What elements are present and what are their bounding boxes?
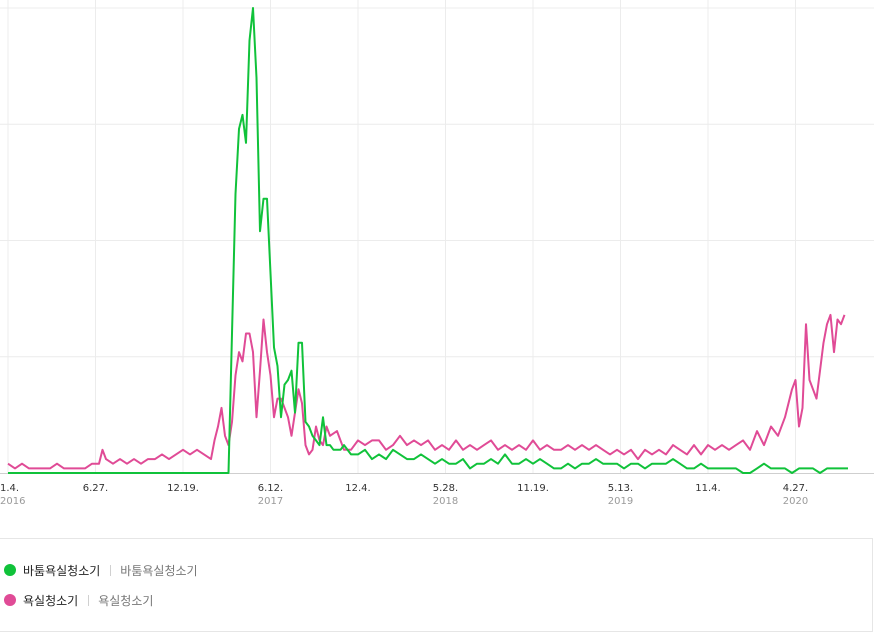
legend-dot-icon [4,564,16,576]
x-tick-label: 11.4. [695,483,720,494]
legend-series-name: 욕실청소기 [23,593,79,608]
x-axis-ticks: 1.4. 2016 6.27. 12.19. 6.12. 2017 12.4. 5.28. 20… [0,483,808,507]
legend-item-series-1[interactable]: 바툼욕실청소기 바툼욕실청소기 [4,560,198,580]
x-tick-label: 11.19. [517,483,549,494]
x-tick-year-label: 2017 [258,496,283,507]
legend-series-name: 바툼욕실청소기 [23,563,101,578]
legend-divider [88,594,90,606]
legend-series-keyword: 바툼욕실청소기 [120,563,198,578]
x-tick-label: 12.19. [167,483,199,494]
x-tick-label: 1.4. [0,483,19,494]
series-line-2[interactable] [7,313,846,470]
x-tick-year-label: 2020 [783,496,808,507]
x-tick-year-label: 2016 [0,496,25,507]
chart-legend: 바툼욕실청소기 바툼욕실청소기 욕실청소기 욕실청소기 [0,538,873,632]
chart-grid [0,0,874,474]
x-tick-label: 5.13. [608,483,633,494]
x-tick-label: 4.27. [783,483,808,494]
x-tick-label: 12.4. [345,483,370,494]
x-tick-label: 6.12. [258,483,283,494]
chart-series-layer [7,7,848,474]
x-tick-year-label: 2018 [433,496,458,507]
trend-line-chart: 1.4. 2016 6.27. 12.19. 6.12. 2017 12.4. 5.28. 20… [0,0,874,507]
x-tick-year-label: 2019 [608,496,633,507]
legend-divider [110,564,112,576]
x-tick-label: 5.28. [433,483,458,494]
legend-item-series-2[interactable]: 욕실청소기 욕실청소기 [4,590,153,610]
legend-dot-icon [4,594,16,606]
series-line-1[interactable] [8,7,848,474]
x-tick-label: 6.27. [83,483,108,494]
legend-series-keyword: 욕실청소기 [98,593,154,608]
